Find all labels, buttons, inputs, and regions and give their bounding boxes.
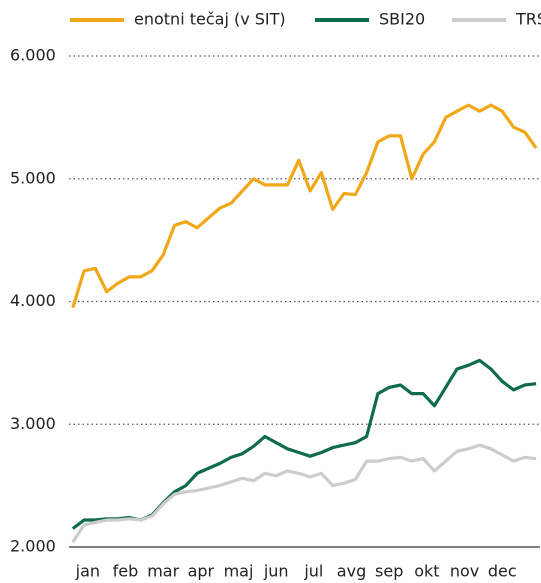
y-tick-label: 3.000 <box>10 414 56 433</box>
y-tick-label: 2.000 <box>10 537 56 556</box>
y-tick-label: 4.000 <box>10 291 56 310</box>
x-tick-label: nov <box>450 562 479 581</box>
x-tick-label: avg <box>337 562 366 581</box>
x-tick-label: mar <box>147 562 179 581</box>
y-tick-label: 6.000 <box>10 46 56 65</box>
x-tick-label: maj <box>224 562 254 581</box>
x-tick-label: sep <box>375 562 403 581</box>
x-tick-label: feb <box>113 562 139 581</box>
series-line <box>71 103 538 309</box>
x-tick-label: dec <box>488 562 517 581</box>
legend-label: SBI20 <box>379 10 425 29</box>
legend-label: enotni tečaj (v SIT) <box>134 10 286 29</box>
y-tick-label: 5.000 <box>10 168 56 187</box>
x-tick-label: jul <box>303 562 323 581</box>
legend-label: TRS <box>515 10 541 29</box>
x-tick-label: jun <box>263 562 289 581</box>
x-tick-label: okt <box>414 562 439 581</box>
series-line <box>71 443 537 543</box>
x-tick-label: jan <box>75 562 100 581</box>
series-line <box>71 358 537 530</box>
x-tick-label: apr <box>188 562 215 581</box>
